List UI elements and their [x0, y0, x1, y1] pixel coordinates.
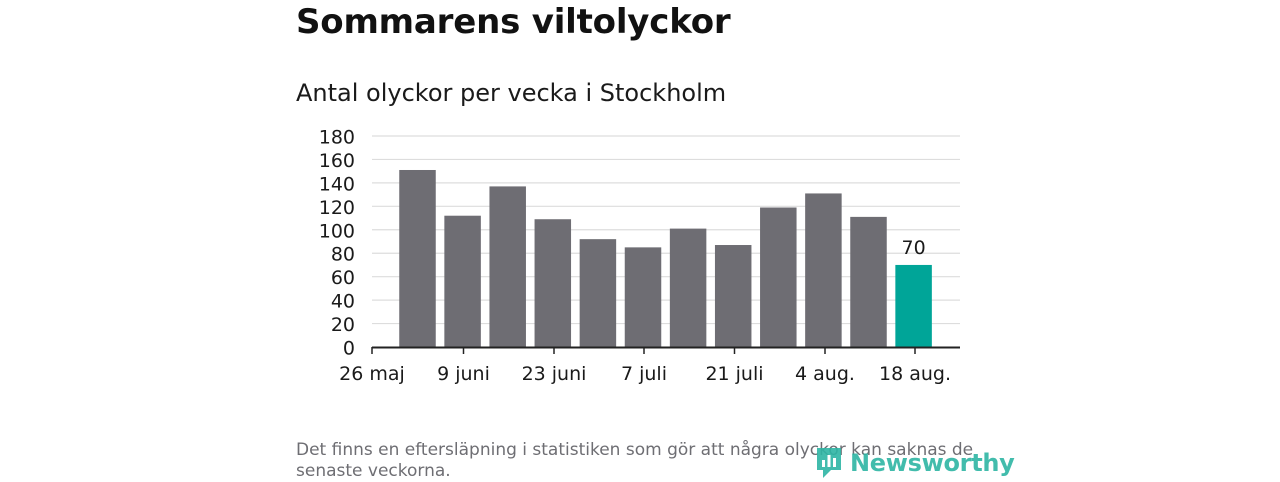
bar-week-11	[850, 216, 887, 347]
x-tick-label: 18 aug.	[879, 363, 951, 385]
y-tick-label: 0	[343, 338, 355, 360]
y-tick-label: 60	[331, 267, 355, 289]
x-tick-label: 7 juli	[621, 363, 667, 385]
footnote: Det finns en eftersläpning i statistiken…	[296, 440, 974, 481]
bar-week-8	[714, 245, 752, 347]
x-tick-label: 9 juni	[437, 363, 490, 385]
brand-logo[interactable]: Newsworthy	[814, 445, 1015, 481]
x-axis: 26 maj 9 juni 23 juni 7 juli 21 juli 4 aug. 18…	[339, 346, 960, 385]
bar-week-1	[399, 169, 436, 347]
chart-subtitle: Antal olyckor per vecka i Stockholm	[296, 79, 727, 107]
bar-week-7	[669, 228, 707, 347]
page-title: Sommarens viltolyckor	[296, 2, 731, 42]
x-tick-label: 4 aug.	[795, 363, 855, 385]
y-tick-label: 120	[319, 197, 355, 219]
bar-week-6	[624, 247, 662, 347]
y-tick-label: 80	[331, 244, 355, 266]
data-labels: 70	[902, 237, 926, 259]
bar-week-5	[579, 239, 617, 347]
newsworthy-logo-icon	[817, 448, 841, 478]
bar-week-9	[760, 207, 797, 347]
y-tick-label: 40	[331, 291, 355, 313]
x-tick-label: 21 juli	[705, 363, 763, 385]
bar-week-3	[489, 186, 526, 347]
y-tick-label: 100	[319, 220, 355, 242]
y-tick-label: 160	[319, 150, 355, 172]
bar-week-4	[534, 219, 572, 347]
bar-week-12	[895, 264, 932, 347]
bar-week-2	[444, 215, 481, 347]
bar-week-10	[805, 193, 842, 347]
data-label: 70	[902, 237, 926, 259]
y-tick-label: 140	[319, 173, 355, 195]
x-tick-label: 23 juni	[522, 363, 587, 385]
y-tick-label: 20	[331, 314, 355, 336]
brand-name: Newsworthy	[850, 449, 1015, 477]
x-tick-label: 26 maj	[339, 363, 405, 385]
y-tick-label: 180	[319, 127, 355, 149]
chart-bars	[399, 169, 932, 347]
